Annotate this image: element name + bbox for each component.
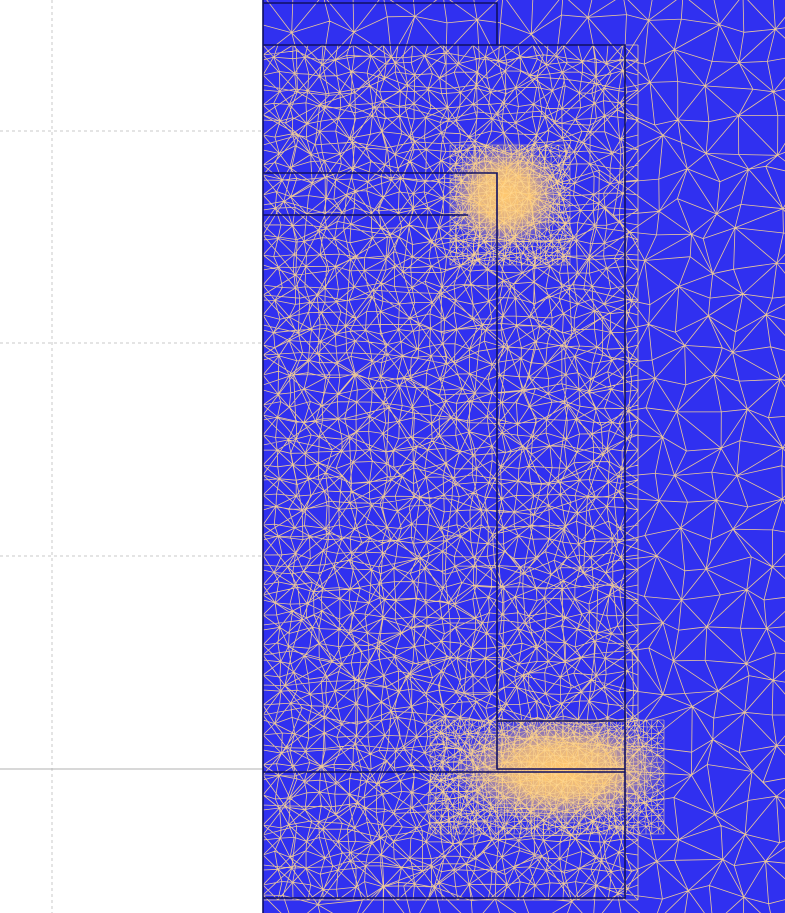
fine-mesh-edges bbox=[429, 144, 665, 835]
boundary bbox=[263, 2, 498, 45]
background-grid bbox=[0, 0, 263, 913]
mesh-layer bbox=[263, 0, 785, 913]
refined-region bbox=[450, 715, 670, 825]
geometry bbox=[262, 0, 626, 913]
boundary bbox=[263, 44, 626, 899]
boundary bbox=[263, 172, 625, 770]
